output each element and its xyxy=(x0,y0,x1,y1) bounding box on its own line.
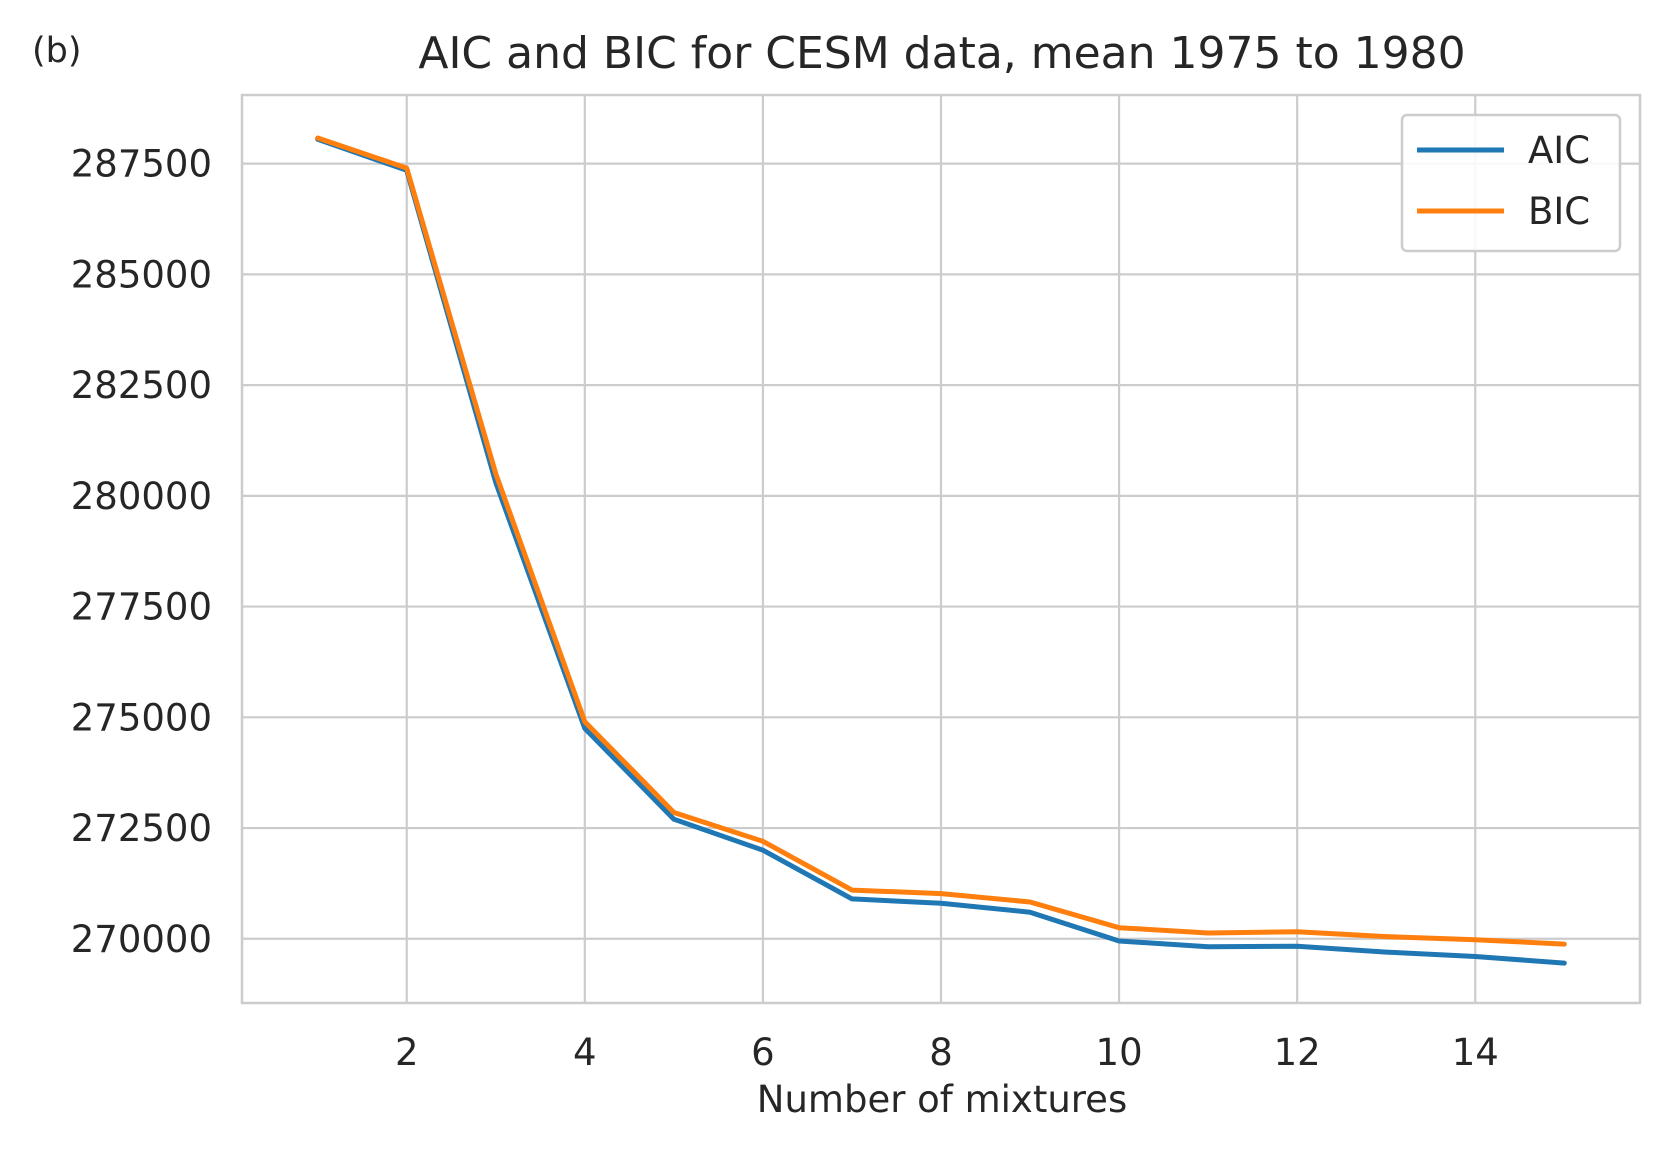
x-tick-label: 14 xyxy=(1452,1031,1499,1074)
x-axis-label: Number of mixtures xyxy=(757,1078,1127,1121)
y-tick-label: 285000 xyxy=(71,253,212,296)
chart-title: AIC and BIC for CESM data, mean 1975 to … xyxy=(418,28,1465,79)
x-tick-label: 8 xyxy=(929,1031,953,1074)
x-tick-label: 4 xyxy=(573,1031,597,1074)
series-line-aic xyxy=(315,136,1567,966)
y-axis-ticks: 270000 272500 275000 277500 280000 282500 2850… xyxy=(71,143,212,961)
x-tick-label: 12 xyxy=(1274,1031,1321,1074)
legend: AIC BIC xyxy=(1400,113,1622,253)
y-tick-label: 280000 xyxy=(71,475,212,518)
panel-label: (b) xyxy=(32,31,82,71)
series-line-bic xyxy=(315,135,1567,947)
x-tick-label: 2 xyxy=(395,1031,419,1074)
y-tick-label: 272500 xyxy=(71,807,212,850)
legend-label-bic: BIC xyxy=(1528,190,1590,233)
x-tick-label: 10 xyxy=(1096,1031,1143,1074)
x-axis-ticks: 2 4 6 8 10 12 14 xyxy=(395,1031,1499,1074)
y-tick-label: 275000 xyxy=(71,696,212,739)
y-tick-label: 270000 xyxy=(71,918,212,961)
legend-label-aic: AIC xyxy=(1528,129,1590,172)
y-tick-label: 287500 xyxy=(71,143,212,186)
x-tick-label: 6 xyxy=(751,1031,775,1074)
plot-frame xyxy=(240,93,1642,1005)
y-tick-label: 277500 xyxy=(71,586,212,629)
y-tick-label: 282500 xyxy=(71,364,212,407)
series-lines xyxy=(315,135,1567,966)
grid-lines xyxy=(242,95,1640,1003)
